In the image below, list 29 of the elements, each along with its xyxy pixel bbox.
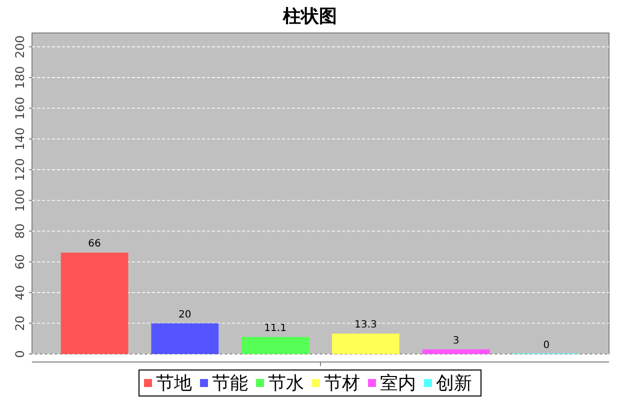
data-label: 11.1 xyxy=(264,322,286,334)
y-tick-label: 80 xyxy=(13,223,27,239)
y-tick-label: 180 xyxy=(13,66,27,89)
bar xyxy=(151,323,219,354)
y-tick-label: 0 xyxy=(13,350,27,358)
y-tick-label: 100 xyxy=(13,188,27,212)
chart-title: 柱状图 xyxy=(282,6,337,27)
legend-label: 节地 xyxy=(156,373,192,394)
data-label: 0 xyxy=(543,340,550,351)
data-label: 66 xyxy=(88,238,101,250)
y-tick-label: 120 xyxy=(13,158,27,182)
data-label: 3 xyxy=(452,335,460,346)
bar xyxy=(242,336,309,354)
y-tick-label: 40 xyxy=(13,284,27,300)
legend-label: 创新 xyxy=(436,373,472,394)
y-tick-label: 140 xyxy=(13,128,27,150)
data-label: 13.3 xyxy=(354,320,377,331)
legend-label: 节材 xyxy=(324,373,360,394)
data-label: 20 xyxy=(178,309,192,320)
legend-label: 节能 xyxy=(212,373,248,394)
bar xyxy=(422,349,490,354)
y-tick-label: 60 xyxy=(13,254,27,270)
legend-label: 室内 xyxy=(380,373,416,394)
bar xyxy=(60,252,128,354)
y-tick-label: 20 xyxy=(13,316,27,331)
bar xyxy=(332,334,400,354)
y-tick-label: 160 xyxy=(13,96,27,120)
legend-label: 节水 xyxy=(268,373,304,394)
y-tick-label: 200 xyxy=(13,35,27,58)
